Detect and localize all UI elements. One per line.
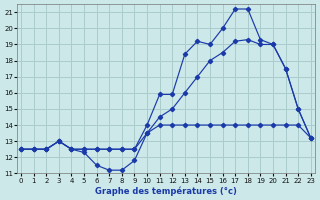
X-axis label: Graphe des températures (°c): Graphe des températures (°c)	[95, 186, 237, 196]
